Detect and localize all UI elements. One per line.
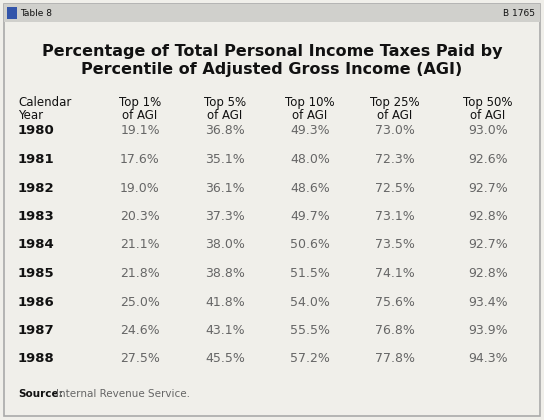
Text: 45.5%: 45.5% [205,352,245,365]
Text: Percentile of Adjusted Gross Income (AGI): Percentile of Adjusted Gross Income (AGI… [82,62,462,77]
Text: 93.9%: 93.9% [468,324,508,337]
Text: 38.8%: 38.8% [205,267,245,280]
Text: B 1765: B 1765 [503,8,535,18]
Text: 77.8%: 77.8% [375,352,415,365]
Text: 27.5%: 27.5% [120,352,160,365]
Text: 1981: 1981 [18,153,54,166]
Text: 1987: 1987 [18,324,54,337]
Text: 55.5%: 55.5% [290,324,330,337]
Text: 1986: 1986 [18,296,55,309]
Text: 49.7%: 49.7% [290,210,330,223]
Text: 19.1%: 19.1% [120,124,160,137]
Text: Top 5%: Top 5% [204,96,246,109]
Text: Table 8: Table 8 [20,8,52,18]
Text: 92.7%: 92.7% [468,181,508,194]
Text: of AGI: of AGI [207,109,243,122]
Text: 54.0%: 54.0% [290,296,330,309]
Text: 41.8%: 41.8% [205,296,245,309]
Text: 92.8%: 92.8% [468,210,508,223]
Text: 24.6%: 24.6% [120,324,160,337]
Text: 1985: 1985 [18,267,54,280]
Text: 72.5%: 72.5% [375,181,415,194]
Text: 50.6%: 50.6% [290,239,330,252]
Text: 75.6%: 75.6% [375,296,415,309]
Text: 92.8%: 92.8% [468,267,508,280]
Text: 49.3%: 49.3% [290,124,330,137]
Text: 51.5%: 51.5% [290,267,330,280]
Text: 21.8%: 21.8% [120,267,160,280]
Bar [4,4,540,22]
Text: 48.6%: 48.6% [290,181,330,194]
Text: Calendar: Calendar [18,96,71,109]
Text: 19.0%: 19.0% [120,181,160,194]
Text: 93.0%: 93.0% [468,124,508,137]
Text: 25.0%: 25.0% [120,296,160,309]
Text: Top 1%: Top 1% [119,96,161,109]
Text: Percentage of Total Personal Income Taxes Paid by: Percentage of Total Personal Income Taxe… [42,44,502,59]
Text: of AGI: of AGI [471,109,505,122]
Text: 73.0%: 73.0% [375,124,415,137]
Text: 48.0%: 48.0% [290,153,330,166]
Text: 72.3%: 72.3% [375,153,415,166]
Text: Top 50%: Top 50% [463,96,513,109]
Text: 76.8%: 76.8% [375,324,415,337]
Text: 38.0%: 38.0% [205,239,245,252]
Text: Top 10%: Top 10% [285,96,335,109]
Text: 36.1%: 36.1% [205,181,245,194]
Text: 1980: 1980 [18,124,55,137]
Text: 36.8%: 36.8% [205,124,245,137]
Text: 74.1%: 74.1% [375,267,415,280]
Text: 1982: 1982 [18,181,54,194]
Text: 92.7%: 92.7% [468,239,508,252]
Text: 1983: 1983 [18,210,55,223]
Text: 94.3%: 94.3% [468,352,508,365]
Text: 20.3%: 20.3% [120,210,160,223]
Text: 93.4%: 93.4% [468,296,508,309]
Text: of AGI: of AGI [122,109,158,122]
Text: 37.3%: 37.3% [205,210,245,223]
Text: Top 25%: Top 25% [370,96,420,109]
Text: 92.6%: 92.6% [468,153,508,166]
Text: 73.1%: 73.1% [375,210,415,223]
Text: 1984: 1984 [18,239,55,252]
Text: 1988: 1988 [18,352,55,365]
Text: of AGI: of AGI [378,109,413,122]
Text: 43.1%: 43.1% [205,324,245,337]
Text: 17.6%: 17.6% [120,153,160,166]
Text: 21.1%: 21.1% [120,239,160,252]
Text: 35.1%: 35.1% [205,153,245,166]
Text: Source:: Source: [18,389,63,399]
Text: of AGI: of AGI [292,109,327,122]
Text: 57.2%: 57.2% [290,352,330,365]
Text: Internal Revenue Service.: Internal Revenue Service. [56,389,190,399]
Bar [7,7,17,19]
Text: Year: Year [18,109,43,122]
Text: 73.5%: 73.5% [375,239,415,252]
